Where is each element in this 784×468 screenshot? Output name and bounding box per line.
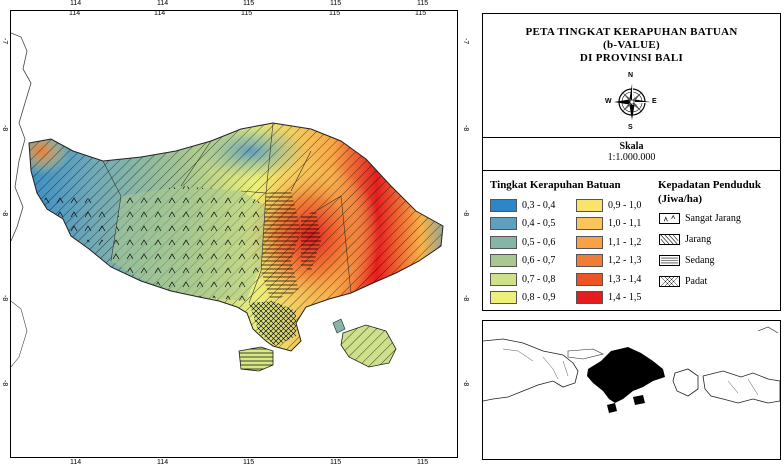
legend-label: 1,3 - 1,4: [608, 273, 642, 285]
tick-top-outer-1: 114: [70, 0, 82, 7]
tick-bottom-4: 115: [330, 459, 342, 466]
legend-swatch: [490, 217, 517, 230]
cross-hatch-pattern-icon: [659, 275, 680, 287]
legend-density-heading-2: (Jiwa/ha): [658, 193, 702, 205]
tick-right-4: -8: [462, 295, 469, 302]
legend-b-item: 0,9 - 1,0: [576, 198, 641, 212]
map-title-line3: DI PROVINSI BALI: [579, 52, 684, 64]
density-label: Jarang: [685, 233, 712, 245]
legend-label: 0,9 - 1,0: [608, 199, 642, 211]
tick-top-2: 114: [154, 10, 166, 17]
tick-bottom-1: 114: [70, 459, 82, 466]
legend-swatch: [490, 235, 517, 249]
scale-value: 1:1.000.000: [607, 152, 656, 163]
legend-b-item: 0,5 - 0,6: [490, 235, 555, 249]
legend-panel: Tingkat Kerapuhan Batuan Kepadatan Pendu…: [482, 170, 781, 311]
legend-b-item: 0,4 - 0,5: [490, 217, 555, 231]
title-panel: PETA TINGKAT KERAPUHAN BATUAN (b-VALUE) …: [482, 13, 781, 138]
legend-label: 0,6 - 0,7: [522, 255, 556, 266]
legend-b-item: 0,6 - 0,7: [490, 254, 555, 268]
compass-n: N: [628, 72, 634, 79]
tick-bottom-5: 115: [417, 459, 429, 466]
inset-map-panel: [482, 320, 781, 460]
tick-bottom-3: 115: [243, 459, 255, 466]
legend-label: 1,2 - 1,3: [608, 255, 642, 266]
legend-label: 0,3 - 0,4: [522, 199, 556, 211]
tick-bottom-2: 114: [157, 459, 169, 466]
legend-b-item: 0,7 - 0,8: [490, 272, 555, 286]
density-item-sedang: Sedang: [659, 253, 714, 267]
legend-b-item: 1,3 - 1,4: [576, 272, 641, 286]
map-title-line1: PETA TINGKAT KERAPUHAN BATUAN: [525, 26, 738, 38]
legend-label: 1,1 - 1,2: [608, 236, 642, 248]
legend-swatch: [576, 198, 603, 212]
legend-label: 0,5 - 0,6: [522, 236, 556, 248]
tick-right-3: -8: [462, 210, 469, 217]
tick-top-3: 115: [241, 10, 253, 17]
inset-map: [482, 326, 781, 413]
legend-swatch: [576, 272, 603, 286]
legend-swatch: [490, 198, 517, 212]
tick-top-5: 115: [415, 10, 427, 17]
density-label: Sangat Jarang: [685, 212, 741, 224]
bali-map[interactable]: [11, 11, 457, 457]
tick-top-4: 115: [329, 10, 341, 17]
legend-swatch: [576, 217, 603, 230]
diagonal-pattern-icon: [659, 233, 680, 245]
legend-label: 1,0 - 1,1: [608, 218, 642, 229]
tick-top-outer-2: 114: [157, 0, 169, 7]
tick-right-2: -8: [462, 125, 469, 132]
tick-top-1: 114: [69, 10, 81, 17]
tick-left-5: -8: [1, 380, 8, 387]
legend-label: 0,8 - 0,9: [522, 292, 556, 303]
legend-b-item: 1,1 - 1,2: [576, 235, 641, 249]
legend-label: 1,4 - 1,5: [608, 292, 642, 303]
legend-b-heading: Tingkat Kerapuhan Batuan: [490, 179, 621, 191]
horizontal-pattern-icon: [659, 254, 680, 266]
compass-rose-icon: N S W E: [605, 72, 657, 134]
legend-swatch: [576, 291, 603, 304]
map-title-line2: (b-VALUE): [603, 39, 660, 51]
tick-left-2: -8: [1, 125, 8, 132]
tick-top-outer-3: 115: [243, 0, 255, 7]
tick-left-3: -8: [1, 210, 8, 217]
legend-label: 0,4 - 0,5: [522, 218, 556, 229]
compass-s: S: [628, 124, 633, 131]
compass-w: W: [605, 98, 612, 105]
scale-panel: Skala 1:1.000.000: [482, 137, 781, 171]
legend-density-heading-1: Kepadatan Penduduk: [658, 179, 762, 191]
density-label: Sedang: [685, 254, 715, 266]
tick-top-outer-5: 115: [417, 0, 429, 7]
density-item-jarang: Jarang: [659, 232, 711, 246]
tick-left-4: -8: [1, 295, 8, 302]
legend-swatch: [576, 235, 603, 249]
compass-e: E: [652, 98, 657, 105]
java-coast: [11, 32, 32, 242]
chevron-pattern-icon: [659, 212, 680, 224]
tick-right-5: -8: [462, 380, 469, 387]
legend-b-item: 0,3 - 0,4: [490, 198, 555, 212]
legend-label: 0,7 - 0,8: [522, 273, 556, 285]
legend-swatch: [490, 272, 517, 286]
tick-left-1: -7: [1, 38, 8, 45]
legend-swatch: [490, 291, 517, 304]
legend-b-item: 0,8 - 0,9: [490, 291, 555, 305]
legend-b-item: 1,4 - 1,5: [576, 291, 641, 305]
tick-top-outer-4: 115: [330, 0, 342, 7]
density-item-sangat-jarang: Sangat Jarang: [659, 211, 741, 225]
density-item-padat: Padat: [659, 274, 707, 288]
map-frame[interactable]: 114 114 115 115 115: [10, 10, 458, 458]
legend-swatch: [490, 254, 517, 267]
legend-b-item: 1,2 - 1,3: [576, 254, 641, 268]
tick-right-1: -7: [462, 38, 469, 45]
scale-label: Skala: [619, 141, 644, 152]
legend-swatch: [576, 254, 603, 267]
density-label: Padat: [685, 275, 708, 287]
legend-b-item: 1,0 - 1,1: [576, 217, 641, 231]
